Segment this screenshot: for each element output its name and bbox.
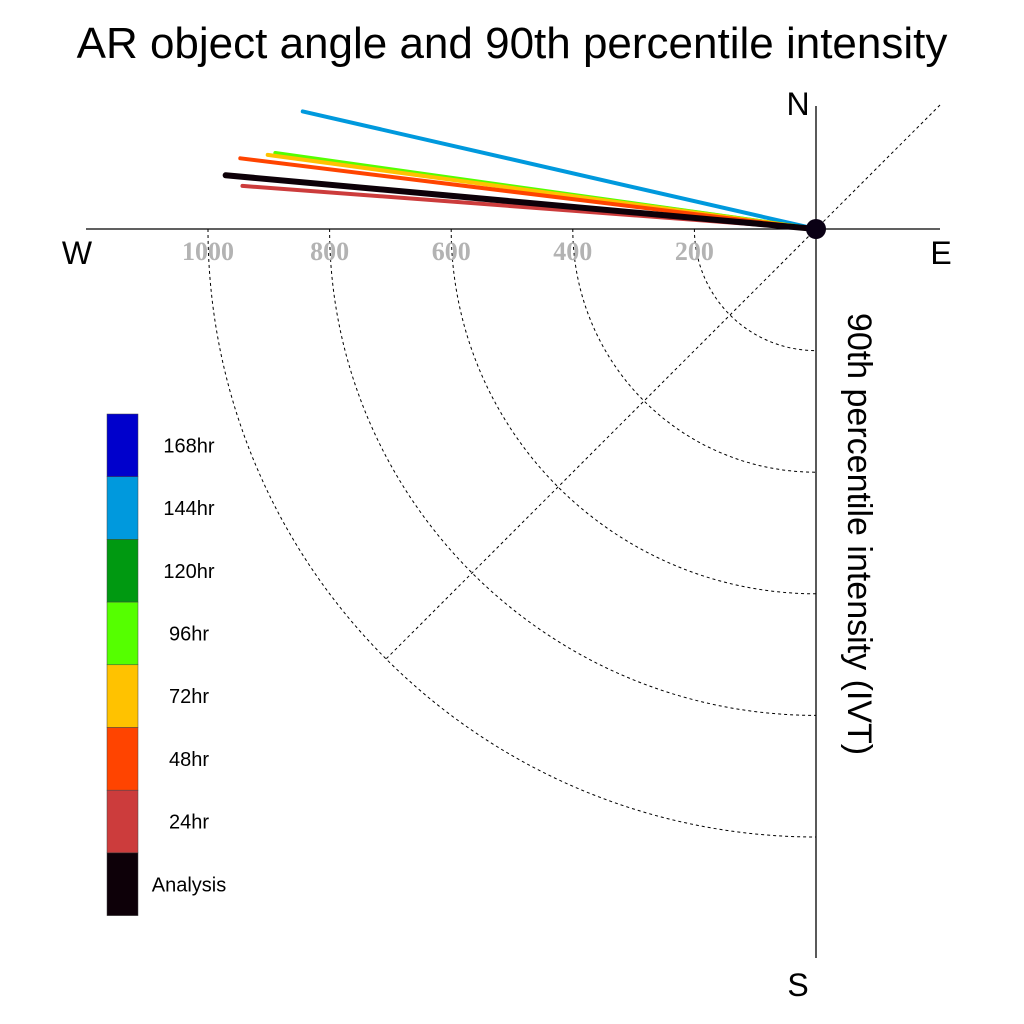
legend-swatch-24hr	[106, 789, 139, 854]
radial-grid-arc	[450, 228, 817, 595]
compass-north-label: N	[786, 86, 809, 122]
radial-tick-label: 800	[310, 237, 349, 266]
legend-swatch-120hr	[106, 539, 139, 603]
radial-tick-label: 400	[553, 237, 592, 266]
radial-grid-arc	[693, 228, 817, 352]
radial-grid-arc	[572, 228, 817, 473]
forecast-series	[222, 109, 826, 239]
diagonal-grid-line	[384, 104, 941, 661]
legend-swatch-144hr	[106, 476, 139, 540]
legend-swatch-168hr	[106, 413, 139, 477]
legend-swatch-96hr	[106, 601, 139, 666]
polar-grid	[207, 104, 941, 838]
chart-title: AR object angle and 90th percentile inte…	[77, 19, 948, 68]
colorbar-legend: 168hr 144hr 120hr 96hr 72hr 48hr 24hr Analysis	[106, 413, 226, 916]
legend-label-24hr: 24hr	[169, 812, 209, 834]
series-line-144hr	[300, 109, 818, 231]
legend-label-120hr: 120hr	[163, 561, 214, 583]
radial-tick-label: 200	[675, 237, 714, 266]
legend-label-48hr: 48hr	[169, 749, 209, 771]
legend-label-72hr: 72hr	[169, 686, 209, 708]
legend-swatch-analysis	[106, 852, 139, 916]
y-axis-label: 90th percentile intensity (IVT)	[840, 313, 878, 755]
origin-marker	[806, 219, 826, 239]
series-line-48hr	[238, 156, 818, 231]
legend-swatch-48hr	[106, 727, 139, 791]
legend-label-96hr: 96hr	[169, 623, 209, 645]
legend-label-144hr: 144hr	[163, 498, 214, 520]
compass-south-label: S	[787, 967, 808, 1003]
radial-tick-labels: 200 400 600 800 1000	[182, 237, 714, 266]
radial-grid-arc	[207, 228, 817, 838]
legend-swatch-72hr	[106, 664, 139, 728]
compass-east-label: E	[930, 235, 951, 271]
compass-west-label: W	[62, 235, 93, 271]
radial-tick-label: 600	[432, 237, 471, 266]
radial-tick-label: 1000	[182, 237, 234, 266]
radial-grid-arc	[329, 228, 817, 716]
series-line-analysis	[222, 172, 819, 232]
legend-label-168hr: 168hr	[163, 435, 214, 457]
legend-label-analysis: Analysis	[152, 874, 226, 896]
